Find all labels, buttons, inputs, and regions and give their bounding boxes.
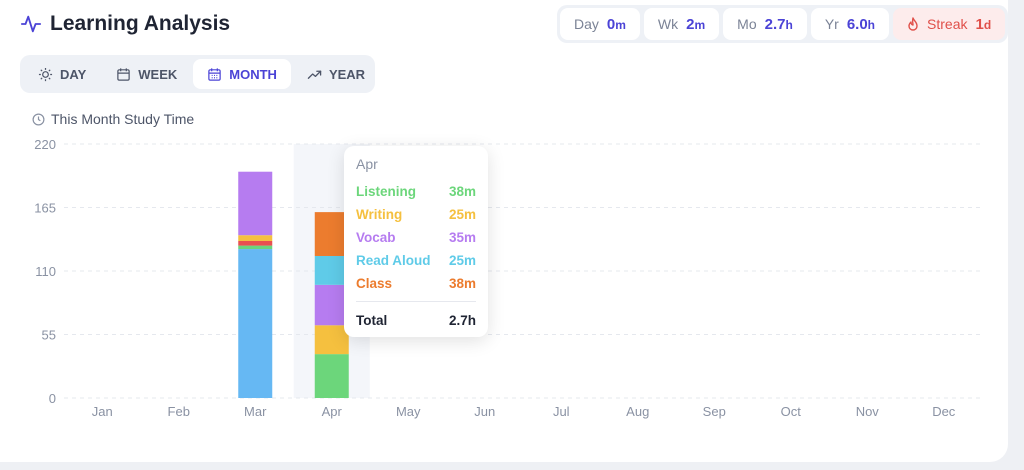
chart-title: This Month Study Time — [51, 111, 195, 127]
stat-year-value: 6.0h — [846, 15, 876, 33]
tooltip-row: Class 38m — [356, 272, 476, 295]
y-tick-label: 110 — [35, 264, 56, 279]
tooltip-row-label: Writing — [356, 207, 403, 222]
stat-streak: Streak 1d — [893, 8, 1006, 40]
stat-year-label: Yr — [824, 16, 839, 32]
x-tick-label: Aug — [626, 404, 649, 419]
x-tick-label: Jun — [474, 404, 495, 419]
stat-year: Yr 6.0h — [810, 8, 890, 40]
bar-segment — [314, 212, 349, 256]
stat-week: Wk 2m — [643, 8, 720, 40]
x-tick-label: Mar — [244, 404, 267, 419]
study-time-chart: 0 55 110 165 220 Jan Feb Mar Apr May Jun Jul Aug Sep O… — [34, 137, 982, 419]
stat-month-label: Mo — [737, 16, 757, 32]
activity-pulse-icon — [20, 15, 42, 33]
tooltip-row: Vocab 35m — [356, 226, 476, 249]
bar-segment — [238, 235, 273, 241]
tab-month-label: MONTH — [229, 66, 277, 82]
tooltip-row-label: Class — [356, 276, 393, 291]
stat-week-value: 2m — [686, 15, 706, 33]
page-title: Learning Analysis — [50, 12, 231, 35]
tooltip-row-value: 38m — [448, 184, 476, 199]
chart-tooltip: Apr Listening 38m Writing 25m Vocab 35m Read A… — [344, 146, 488, 337]
y-tick-label: 55 — [42, 328, 56, 343]
y-tick-label: 0 — [49, 391, 56, 406]
tooltip-row-value: 35m — [448, 230, 476, 245]
tooltip-divider — [356, 301, 476, 302]
bar-segment — [238, 171, 273, 236]
bar-segment — [238, 245, 273, 250]
flame-icon — [908, 17, 918, 31]
x-tick-label: Sep — [703, 404, 726, 419]
tab-day-label: DAY — [60, 66, 87, 82]
tooltip-row-label: Vocab — [356, 230, 396, 245]
stat-day-label: Day — [574, 16, 599, 32]
x-tick-label: Feb — [168, 404, 190, 419]
tooltip-total-value: 2.7h — [448, 312, 476, 328]
calendar-icon — [117, 67, 130, 81]
sun-icon — [38, 67, 53, 81]
stat-week-label: Wk — [657, 16, 679, 32]
stats-summary: Day 0m Wk 2m Mo 2.7h Yr 6.0h Streak 1d — [557, 5, 1009, 43]
chart-subtitle: This Month Study Time — [32, 111, 194, 127]
x-tick-label: Oct — [781, 404, 802, 419]
tooltip-row-label: Read Aloud — [356, 253, 431, 268]
tooltip-rows: Listening 38m Writing 25m Vocab 35m Read Aloud… — [356, 180, 476, 295]
stat-streak-label: Streak — [927, 16, 968, 32]
stat-day-value: 0m — [606, 15, 626, 33]
bar-segment — [238, 249, 273, 398]
bar-segment — [238, 240, 273, 246]
x-tick-label: May — [396, 404, 421, 419]
x-tick-label: Dec — [932, 404, 956, 419]
bar-segment — [314, 354, 349, 398]
x-tick-label: Jul — [553, 404, 570, 419]
x-tick-label: Apr — [322, 404, 343, 419]
stat-day: Day 0m — [560, 8, 640, 40]
bar-segment — [314, 255, 349, 285]
stat-month-value: 2.7h — [764, 15, 793, 33]
y-tick-label: 165 — [34, 201, 56, 216]
stat-streak-value: 1d — [975, 15, 992, 33]
tab-year-label: YEAR — [328, 66, 366, 82]
tooltip-row-value: 25m — [448, 207, 476, 222]
x-tick-label: Nov — [856, 404, 880, 419]
tooltip-row-value: 38m — [448, 276, 476, 291]
tooltip-total: Total 2.7h — [356, 308, 476, 332]
clock-icon — [32, 113, 45, 125]
calendar-grid-icon — [208, 67, 221, 81]
x-tick-label: Jan — [92, 404, 113, 419]
tooltip-total-label: Total — [356, 312, 388, 328]
tooltip-row: Read Aloud 25m — [356, 249, 476, 272]
tooltip-row-label: Listening — [356, 184, 416, 199]
tab-month[interactable]: MONTH — [193, 59, 291, 89]
learning-analysis-card: Learning Analysis Day 0m Wk 2m Mo 2.7h Y… — [0, 0, 1009, 462]
tab-week[interactable]: WEEK — [102, 59, 191, 89]
stat-month: Mo 2.7h — [723, 8, 807, 40]
tooltip-month: Apr — [356, 156, 378, 172]
tooltip-row-value: 25m — [448, 253, 476, 268]
tab-day[interactable]: DAY — [24, 59, 100, 89]
tab-week-label: WEEK — [138, 66, 178, 82]
card-header: Learning Analysis — [20, 8, 230, 40]
bar-segment — [314, 284, 349, 326]
period-tabs: DAY WEEK MONTH YEAR — [20, 55, 375, 93]
y-tick-label: 220 — [34, 137, 56, 152]
tooltip-row: Writing 25m — [356, 203, 476, 226]
bar-segment — [314, 325, 349, 355]
tooltip-row: Listening 38m — [356, 180, 476, 203]
tab-year[interactable]: YEAR — [293, 59, 379, 89]
trend-up-icon — [307, 70, 322, 79]
